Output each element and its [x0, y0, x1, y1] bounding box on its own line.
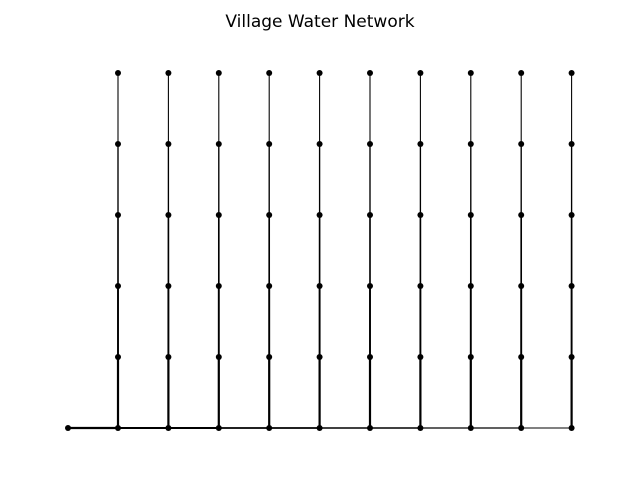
- branch-node: [367, 141, 373, 147]
- branch-node: [568, 212, 575, 218]
- junction-node: [316, 425, 323, 431]
- branch-node: [316, 283, 323, 289]
- branch-node: [266, 70, 273, 76]
- branch-node: [467, 354, 474, 360]
- branch-node: [417, 141, 424, 147]
- branch-node: [417, 283, 424, 289]
- branch-node: [367, 70, 373, 76]
- branch-node: [467, 283, 474, 289]
- branch-node: [266, 354, 273, 360]
- branch-node: [115, 354, 121, 360]
- junction-node: [518, 425, 525, 431]
- branch-node: [115, 70, 121, 76]
- branch-node: [316, 212, 323, 218]
- junction-node: [568, 425, 575, 431]
- figure-title: Village Water Network: [225, 12, 415, 32]
- branch-node: [165, 212, 172, 218]
- branch-node: [165, 354, 172, 360]
- branch-node: [115, 141, 121, 147]
- branch-node: [518, 70, 525, 76]
- branch-node: [467, 212, 474, 218]
- branch-node: [367, 283, 373, 289]
- branch-node: [568, 283, 575, 289]
- branch-node: [215, 70, 222, 76]
- branch-node: [266, 283, 273, 289]
- branch-node: [467, 70, 474, 76]
- branch-node: [115, 283, 121, 289]
- branch-node: [518, 212, 525, 218]
- junction-node: [367, 425, 373, 431]
- branch-node: [417, 354, 424, 360]
- branch-node: [165, 141, 172, 147]
- branch-node: [215, 141, 222, 147]
- branch-node: [215, 354, 222, 360]
- junction-node: [266, 425, 273, 431]
- branch-node: [266, 141, 273, 147]
- branch-node: [215, 283, 222, 289]
- branch-node: [417, 212, 424, 218]
- branch-node: [568, 141, 575, 147]
- junction-node: [165, 425, 172, 431]
- branch-node: [316, 141, 323, 147]
- branch-node: [165, 283, 172, 289]
- source-node: [65, 425, 71, 431]
- junction-node: [115, 425, 121, 431]
- branch-node: [266, 212, 273, 218]
- branch-node: [518, 354, 525, 360]
- junction-node: [417, 425, 424, 431]
- junction-node: [215, 425, 222, 431]
- branch-node: [518, 283, 525, 289]
- branch-node: [568, 354, 575, 360]
- branch-node: [316, 70, 323, 76]
- branch-node: [115, 212, 121, 218]
- junction-node: [467, 425, 474, 431]
- branch-node: [367, 354, 373, 360]
- pipes-layer: [66, 72, 573, 430]
- nodes-layer: [65, 70, 575, 431]
- branch-node: [316, 354, 323, 360]
- branch-node: [467, 141, 474, 147]
- branch-node: [518, 141, 525, 147]
- branch-node: [568, 70, 575, 76]
- branch-node: [417, 70, 424, 76]
- branch-node: [215, 212, 222, 218]
- branch-node: [165, 70, 172, 76]
- branch-node: [367, 212, 373, 218]
